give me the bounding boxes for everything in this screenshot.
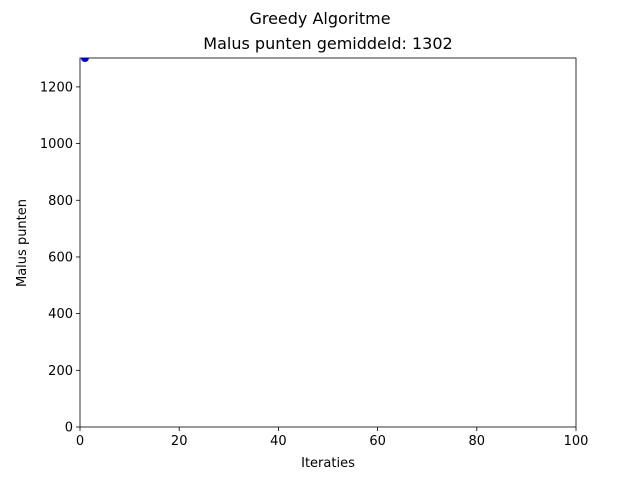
x-tick-label: 40 (270, 434, 287, 449)
y-tick-label: 1000 (40, 137, 73, 152)
axes-frame (79, 57, 577, 428)
data-point (80, 58, 89, 62)
x-tick-label: 100 (564, 434, 589, 449)
figure-suptitle: Greedy Algoritme (249, 9, 390, 28)
y-axis-label: Malus punten (15, 199, 30, 287)
x-tick-label: 60 (369, 434, 386, 449)
y-tick-label: 800 (48, 194, 73, 209)
y-tick-label: 0 (65, 421, 73, 436)
y-tick-label: 200 (48, 364, 73, 379)
x-tick-label: 20 (171, 434, 188, 449)
series-points (80, 58, 89, 62)
y-tick-label: 400 (48, 307, 73, 322)
x-tick-label: 80 (469, 434, 486, 449)
chart-title: Malus punten gemiddeld: 1302 (203, 34, 452, 53)
y-tick-label: 600 (48, 250, 73, 265)
x-axis-label: Iteraties (301, 456, 355, 471)
x-tick-label: 0 (76, 434, 84, 449)
y-tick-label: 1200 (40, 80, 73, 95)
